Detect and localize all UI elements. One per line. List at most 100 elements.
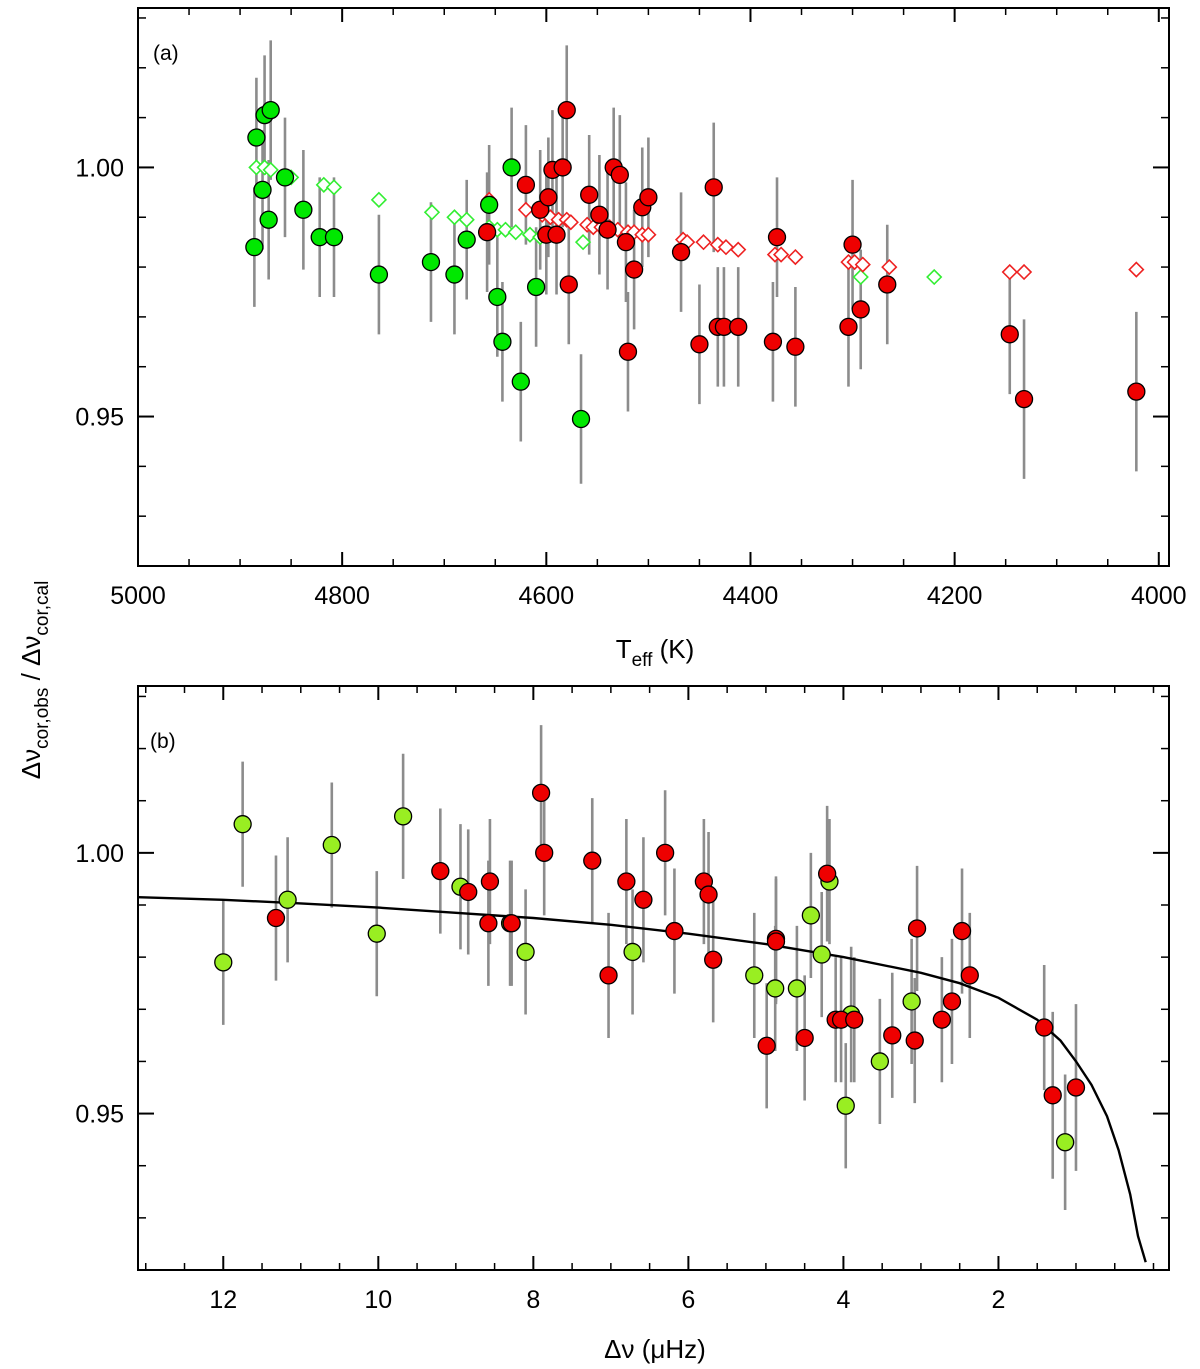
obs-circle-point	[571, 409, 591, 429]
calc-diamond-point	[370, 191, 388, 208]
obs-circle-point	[960, 966, 979, 985]
x-tick-label: 4	[836, 1286, 850, 1314]
obs-circle-point	[233, 815, 252, 834]
obs-circle-point	[639, 188, 658, 207]
calc-diamond-point	[787, 248, 804, 266]
obs-circle-point	[1035, 1018, 1054, 1037]
obs-circle-point	[655, 843, 675, 863]
obs-circle-point	[1043, 1086, 1062, 1105]
calc-diamond-point	[446, 209, 463, 226]
obs-circle-point	[763, 332, 783, 351]
y-axis-title-sub-b: cor,cal	[32, 581, 53, 636]
obs-circle-point	[870, 1052, 890, 1071]
obs-circle-point	[516, 942, 535, 962]
obs-circle-point	[757, 1036, 776, 1055]
y-axis-title-sep: /	[16, 666, 46, 688]
y-tick-label: 0.95	[75, 1101, 124, 1129]
obs-circle-point	[583, 851, 602, 870]
y-axis-title-base-b: Δν	[16, 636, 46, 666]
obs-circle-point	[253, 180, 272, 199]
obs-circle-point	[502, 158, 521, 177]
x-tick-label: 5000	[110, 582, 166, 610]
obs-circle-point	[324, 228, 344, 247]
panel-a-x-axis-title: Teff (K)	[616, 634, 695, 671]
obs-circle-point	[851, 300, 870, 319]
obs-circle-point	[421, 252, 441, 272]
obs-circle-point	[559, 275, 578, 294]
obs-circle-point	[526, 277, 546, 297]
obs-circle-point	[479, 914, 498, 933]
calc-diamond-point	[1015, 263, 1033, 281]
obs-circle-point	[786, 337, 805, 356]
x-tick-label: 4400	[723, 582, 779, 610]
obs-circle-point	[817, 864, 837, 883]
obs-circle-point	[671, 242, 691, 262]
obs-circle-point	[247, 128, 266, 147]
calc-diamond-point	[1128, 261, 1145, 278]
obs-circle-point	[539, 188, 558, 207]
panel-a-ticks: 5000 4800 4600 4400 4200 4000 1.00 0.95	[75, 8, 1187, 610]
obs-circle-point	[624, 260, 644, 279]
obs-circle-point	[952, 921, 972, 941]
obs-circle-point	[480, 195, 499, 214]
obs-circle-point	[431, 861, 450, 881]
obs-circle-point	[699, 885, 718, 904]
obs-circle-point	[610, 165, 629, 185]
x-tick-label: 2	[992, 1286, 1006, 1314]
obs-circle-point	[616, 233, 636, 252]
obs-circle-point	[322, 835, 341, 855]
obs-circle-point	[214, 953, 233, 972]
obs-circle-point	[623, 942, 642, 962]
x-tick-label: 8	[526, 1286, 540, 1314]
x-tick-label: 12	[209, 1286, 237, 1314]
calc-diamond-point	[458, 211, 475, 228]
obs-circle-point	[245, 237, 264, 257]
calc-diamond-point	[262, 161, 279, 179]
obs-circle-point	[445, 265, 464, 284]
obs-circle-point	[477, 223, 497, 242]
panel-a-x-title-sub: eff	[632, 650, 654, 671]
y-tick-label: 1.00	[75, 840, 124, 868]
panel-a: 5000 4800 4600 4400 4200 4000 1.00 0.95 (a) Tef…	[75, 7, 1187, 671]
x-tick-label: 4800	[314, 582, 370, 610]
obs-circle-point	[843, 235, 862, 254]
obs-circle-point	[294, 200, 313, 219]
obs-circle-point	[1014, 389, 1034, 409]
obs-circle-point	[839, 317, 858, 337]
panel-a-x-title-unit: (K)	[652, 634, 694, 664]
calc-diamond-point	[574, 234, 592, 251]
obs-circle-point	[598, 220, 617, 239]
panel-b-label: (b)	[150, 730, 176, 753]
obs-circle-point	[275, 168, 295, 187]
calc-diamond-point	[717, 239, 735, 256]
calc-diamond-point	[497, 221, 514, 238]
obs-circle-point	[634, 890, 653, 909]
y-axis-title-base-a: Δν	[16, 749, 46, 779]
panel-b-marks	[137, 725, 1147, 1263]
calc-diamond-point	[640, 226, 657, 243]
obs-circle-point	[493, 332, 512, 351]
obs-circle-point	[665, 921, 684, 941]
fit-curve	[137, 896, 1147, 1263]
obs-circle-point	[845, 1010, 864, 1029]
obs-circle-point	[261, 100, 280, 120]
obs-circle-point	[795, 1028, 814, 1048]
panel-b-frame	[137, 685, 1170, 1271]
x-tick-label: 4000	[1131, 582, 1187, 610]
obs-circle-point	[488, 287, 507, 307]
calc-diamond-point	[507, 224, 524, 241]
obs-circle-point	[942, 992, 962, 1011]
obs-circle-point	[590, 205, 609, 224]
obs-circle-point	[557, 100, 576, 120]
obs-circle-point	[599, 966, 618, 985]
x-tick-label: 6	[681, 1286, 695, 1314]
y-tick-label: 1.00	[75, 154, 124, 182]
obs-circle-point	[617, 872, 636, 891]
obs-circle-point	[704, 950, 723, 969]
calc-diamond-point	[926, 268, 943, 286]
obs-circle-point	[902, 992, 921, 1011]
x-tick-label: 4600	[519, 582, 575, 610]
y-axis-title: Δνcor,obs / Δνcor,cal	[16, 581, 53, 780]
obs-circle-point	[502, 914, 521, 933]
obs-circle-point	[787, 979, 807, 998]
